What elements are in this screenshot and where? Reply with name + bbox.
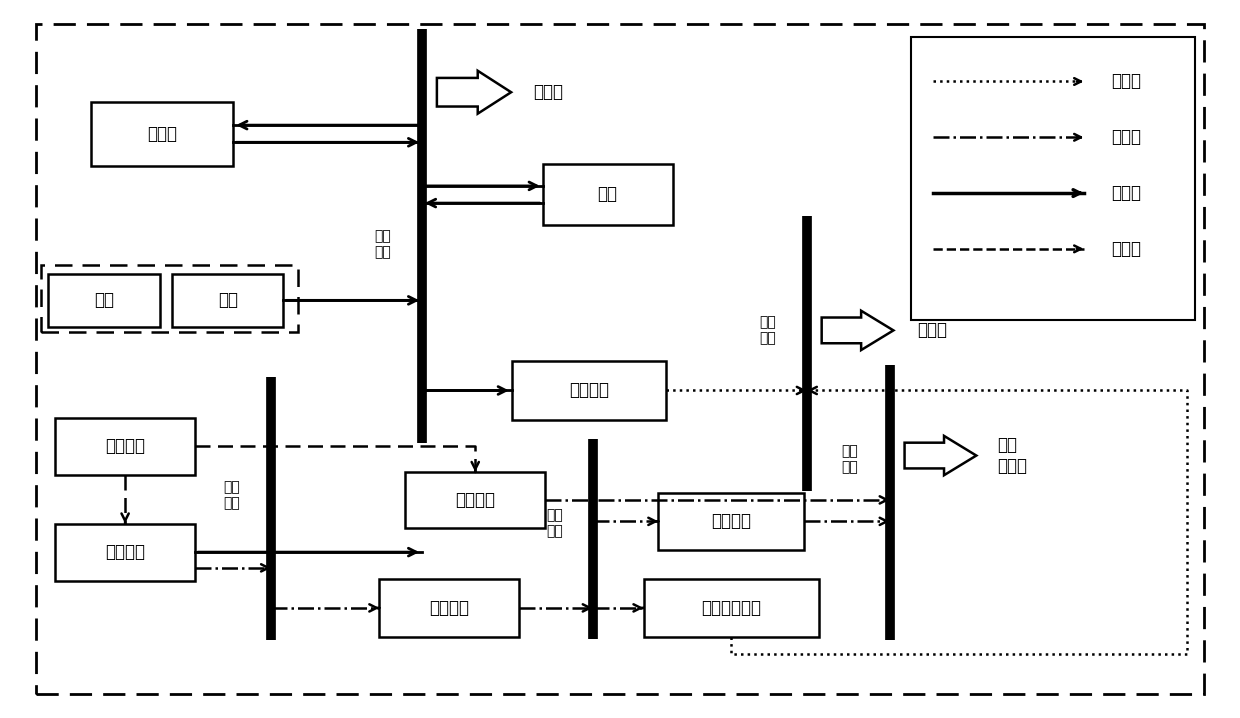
Polygon shape xyxy=(904,436,976,475)
Text: 热能流: 热能流 xyxy=(1111,129,1141,146)
Text: 风电: 风电 xyxy=(94,292,114,309)
Text: 配电网: 配电网 xyxy=(148,125,177,143)
FancyBboxPatch shape xyxy=(543,164,672,225)
Text: 燃气轮机: 燃气轮机 xyxy=(105,543,145,561)
Text: 燃气公司: 燃气公司 xyxy=(105,437,145,455)
Text: 余热锅炉: 余热锅炉 xyxy=(429,599,469,617)
Text: 烟气
母线: 烟气 母线 xyxy=(223,480,239,510)
FancyBboxPatch shape xyxy=(644,579,820,636)
Text: 吸收式制冷机: 吸收式制冷机 xyxy=(702,599,761,617)
Text: 热水
热负荷: 热水 热负荷 xyxy=(997,436,1028,475)
FancyBboxPatch shape xyxy=(172,274,284,327)
FancyBboxPatch shape xyxy=(56,418,195,475)
Text: 储能: 储能 xyxy=(598,185,618,203)
Text: 电能流: 电能流 xyxy=(1111,184,1141,202)
FancyBboxPatch shape xyxy=(910,37,1195,320)
Text: 电负荷: 电负荷 xyxy=(533,83,563,101)
FancyBboxPatch shape xyxy=(658,493,805,550)
Polygon shape xyxy=(822,311,894,350)
Text: 燃气锅炉: 燃气锅炉 xyxy=(455,491,495,509)
FancyBboxPatch shape xyxy=(48,274,160,327)
FancyBboxPatch shape xyxy=(512,361,666,420)
FancyBboxPatch shape xyxy=(379,579,520,636)
FancyBboxPatch shape xyxy=(405,472,546,528)
Polygon shape xyxy=(436,71,511,113)
Text: 换热装置: 换热装置 xyxy=(712,513,751,531)
Text: 冷负荷: 冷负荷 xyxy=(916,322,947,340)
Text: 冷能流: 冷能流 xyxy=(1111,73,1141,90)
Text: 空气
母线: 空气 母线 xyxy=(759,315,775,345)
Text: 电制冷机: 电制冷机 xyxy=(569,381,609,399)
Text: 蒸汽
母线: 蒸汽 母线 xyxy=(546,508,563,538)
Text: 电气
母线: 电气 母线 xyxy=(374,230,391,260)
Text: 燃气流: 燃气流 xyxy=(1111,240,1141,258)
FancyBboxPatch shape xyxy=(91,101,233,166)
Text: 热水
母线: 热水 母线 xyxy=(842,444,858,474)
FancyBboxPatch shape xyxy=(56,523,195,581)
Text: 光伏: 光伏 xyxy=(218,292,238,309)
